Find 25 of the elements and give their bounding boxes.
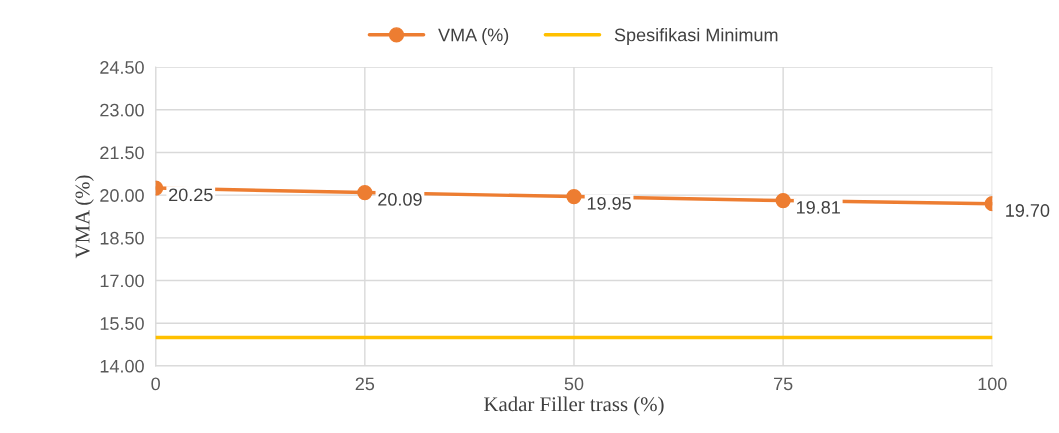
x-axis-title: Kadar Filler trass (%) bbox=[484, 396, 664, 416]
data-label: 20.25 bbox=[169, 188, 213, 202]
point bbox=[357, 184, 373, 201]
legend-label: Spesifikasi Minimum bbox=[614, 28, 778, 45]
y-tick-label: 17.00 bbox=[100, 274, 144, 288]
y-tick-label: 15.50 bbox=[100, 317, 144, 330]
x-tick-label: 25 bbox=[355, 377, 375, 391]
data-label: 19.95 bbox=[587, 196, 631, 210]
y-tick-label: 24.50 bbox=[100, 61, 144, 74]
y-axis-title: VMA (%) bbox=[74, 175, 94, 259]
data-label: 20.09 bbox=[378, 192, 422, 206]
y-tick-label: 21.50 bbox=[100, 146, 144, 160]
point bbox=[566, 188, 582, 205]
x-tick-label: 100 bbox=[978, 377, 1007, 391]
x-tick-label: 50 bbox=[564, 377, 584, 391]
point bbox=[775, 192, 791, 209]
y-tick-label: 18.50 bbox=[100, 231, 144, 245]
y-tick-label: 23.00 bbox=[100, 103, 144, 117]
legend-label: VMA (%) bbox=[438, 28, 509, 45]
y-tick-label: 20.00 bbox=[100, 189, 144, 202]
data-label: 19.70 bbox=[1006, 204, 1050, 217]
y-tick-label: 14.00 bbox=[100, 359, 144, 373]
x-tick-label: 75 bbox=[774, 377, 793, 391]
data-label: 19.81 bbox=[797, 200, 840, 214]
x-tick-label: 0 bbox=[151, 377, 160, 391]
